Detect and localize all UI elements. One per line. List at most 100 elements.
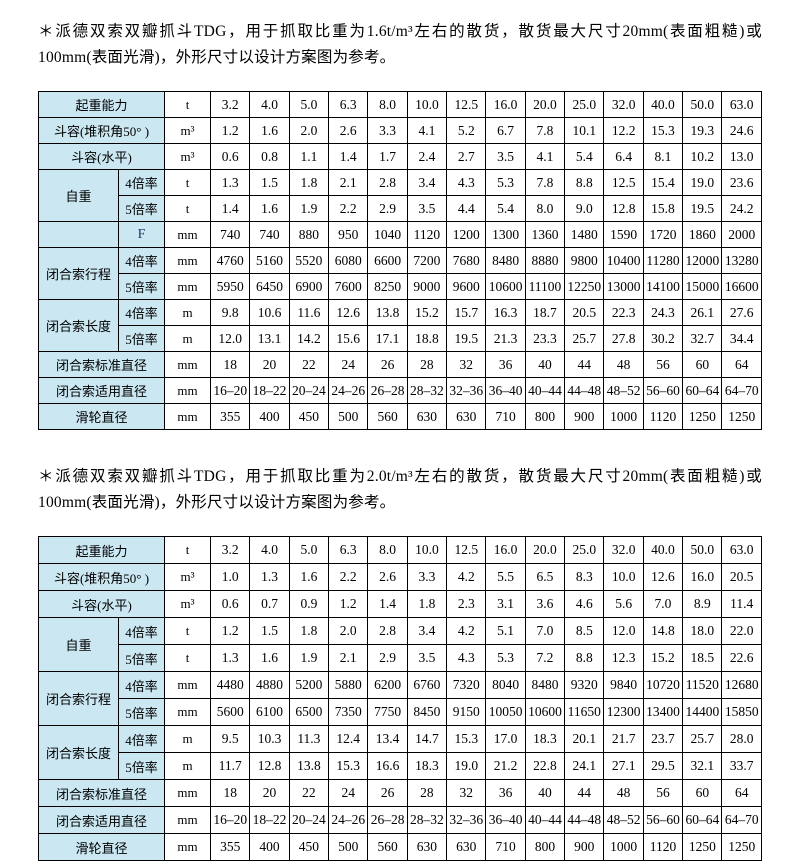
- value-cell: 32: [446, 779, 487, 807]
- unit-cell: m: [164, 325, 212, 352]
- value-cell: 7320: [446, 671, 487, 699]
- value-cell: 1.2: [210, 117, 251, 144]
- value-cell: 355: [210, 833, 251, 861]
- unit-cell: m³: [164, 143, 212, 170]
- value-cell: 64–70: [721, 377, 762, 404]
- value-cell: 15.2: [642, 644, 684, 672]
- table-row: 斗容(水平) m³ 0.6 0.7 0.9 1.2 1.4 1.8 2.3 3.1 3.6 4.6 5.…: [37, 590, 762, 618]
- value-cell: 7600: [328, 273, 369, 300]
- value-cell: 25.7: [682, 725, 723, 753]
- value-cell: 44–48: [564, 377, 605, 404]
- value-cell: 12.8: [249, 752, 290, 780]
- value-cell: 4.4: [446, 195, 487, 222]
- value-cell: 10.3: [249, 725, 290, 753]
- value-cell: 2.2: [328, 563, 369, 591]
- value-cell: 10600: [485, 273, 526, 300]
- value-cell: 8.5: [564, 617, 605, 645]
- value-cell: 740: [210, 221, 251, 248]
- value-cell: 8.8: [564, 169, 605, 196]
- row-header-cell: 闭合索标准直径: [37, 779, 166, 807]
- table-row: 闭合索长度 4倍率 m 9.5 10.3 11.3 12.4 13.4 14.7 15.3 17.0…: [38, 725, 762, 780]
- value-cell: 900: [564, 833, 605, 861]
- value-cell: 500: [328, 403, 369, 430]
- value-cell: 20.0: [524, 91, 566, 118]
- value-cell: 7.0: [524, 617, 566, 645]
- value-cell: 1.4: [328, 143, 369, 170]
- value-cell: 28–32: [406, 806, 448, 834]
- value-cell: 64: [721, 779, 762, 807]
- row-header-cell: 4倍率: [117, 671, 166, 699]
- value-cell: 6600: [367, 247, 408, 274]
- value-cell: 710: [485, 833, 526, 861]
- value-cell: 11100: [524, 273, 566, 300]
- value-cell: 13.8: [367, 299, 408, 326]
- value-cell: 6.4: [603, 143, 644, 170]
- unit-cell: mm: [164, 351, 212, 378]
- row-header-cell: 闭合索标准直径: [37, 351, 166, 378]
- value-cell: 7200: [406, 247, 448, 274]
- value-cell: 4.1: [524, 143, 566, 170]
- value-cell: 15.3: [446, 725, 487, 753]
- value-cell: 44–48: [564, 806, 605, 834]
- value-cell: 32.1: [682, 752, 723, 780]
- unit-cell: t: [164, 195, 212, 222]
- value-cell: 19.3: [682, 117, 723, 144]
- value-cell: 6080: [328, 247, 369, 274]
- value-cell: 5.4: [564, 143, 605, 170]
- value-cell: 8040: [485, 671, 526, 699]
- value-cell: 11650: [564, 698, 605, 726]
- value-cell: 1300: [485, 221, 526, 248]
- row-header-cell: 滑轮直径: [37, 403, 166, 430]
- value-cell: 1360: [524, 221, 566, 248]
- value-cell: 7750: [367, 698, 408, 726]
- value-cell: 18.5: [682, 644, 723, 672]
- value-cell: 4880: [249, 671, 290, 699]
- value-cell: 710: [485, 403, 526, 430]
- value-cell: 19.5: [682, 195, 723, 222]
- table-row: 起重能力 t 3.2 4.0 5.0 6.3 8.0 10.0 12.5 16.0 20.0 25.0…: [37, 536, 762, 564]
- value-cell: 32–36: [446, 806, 487, 834]
- value-cell: 9800: [564, 247, 605, 274]
- value-cell: 12.6: [328, 299, 369, 326]
- value-cell: 4.2: [446, 617, 487, 645]
- value-cell: 32–36: [446, 377, 487, 404]
- spec-table-1-6: 起重能力 t 3.2 4.0 5.0 6.3 8.0 10.0 12.5 16.0 20.0 25.0…: [37, 91, 762, 430]
- value-cell: 3.5: [485, 143, 526, 170]
- row-header-cell: 4倍率: [117, 725, 166, 753]
- value-cell: 13400: [642, 698, 684, 726]
- value-cell: 8.0: [367, 91, 408, 118]
- value-cell: 32: [446, 351, 487, 378]
- value-cell: 25.0: [564, 91, 605, 118]
- table-row: 自重 4倍率 t 1.3 1.5 1.8 2.1 2.8 3.4 4.3 5.3 7.8 8.8 12.5…: [38, 169, 762, 222]
- value-cell: 18: [210, 351, 251, 378]
- table-row: 斗容(堆积角50° ) m³ 1.2 1.6 2.0 2.6 3.3 4.1 5.2 6.7 7.8…: [37, 117, 762, 144]
- value-cell: 10.6: [249, 299, 290, 326]
- value-cell: 1.5: [249, 617, 290, 645]
- value-cell: 630: [406, 833, 448, 861]
- table-row: 起重能力 t 3.2 4.0 5.0 6.3 8.0 10.0 12.5 16.0 20.0 25.0…: [37, 91, 762, 118]
- value-cell: 11.3: [288, 725, 330, 753]
- value-cell: 8.8: [564, 644, 605, 672]
- value-cell: 3.4: [406, 169, 448, 196]
- value-cell: 11280: [642, 247, 684, 274]
- value-cell: 18.7: [524, 299, 566, 326]
- value-cell: 1.5: [249, 169, 290, 196]
- value-cell: 12.6: [642, 563, 684, 591]
- row-header-cell: 5倍率: [117, 698, 166, 726]
- value-cell: 50.0: [682, 91, 723, 118]
- value-cell: 23.6: [721, 169, 762, 196]
- value-cell: 60: [682, 779, 723, 807]
- value-cell: 3.1: [485, 590, 526, 618]
- table-row: 5倍率 mm 5600 6100 6500 7350 7750 8450 9150 10050 10…: [39, 698, 762, 726]
- value-cell: 22.8: [524, 752, 566, 780]
- value-cell: 9000: [406, 273, 448, 300]
- value-cell: 1.8: [288, 617, 330, 645]
- unit-cell: mm: [164, 833, 212, 861]
- value-cell: 400: [249, 833, 290, 861]
- value-cell: 0.9: [288, 590, 330, 618]
- value-cell: 2.9: [367, 195, 408, 222]
- value-cell: 56: [642, 351, 684, 378]
- value-cell: 9320: [564, 671, 605, 699]
